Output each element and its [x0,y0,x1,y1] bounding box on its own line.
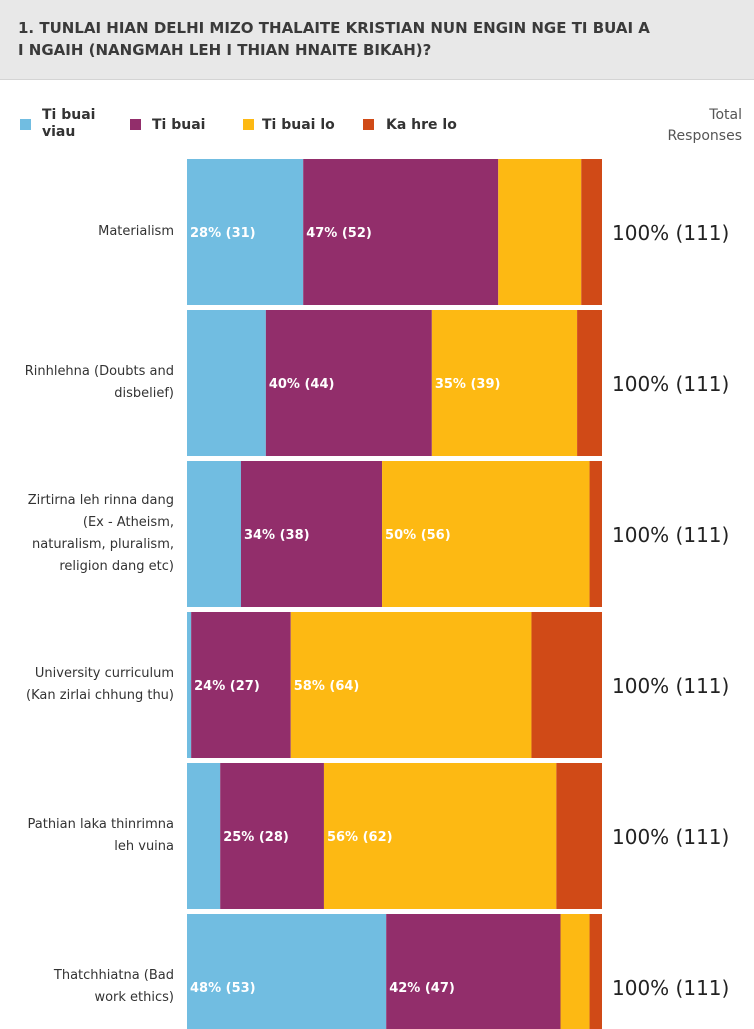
bar-segment [560,914,590,1029]
bar-segment [187,159,304,305]
total-label: 100% (111) [612,221,729,245]
legend-swatch [20,119,31,130]
data-label: 34% (38) [244,528,310,543]
bar-segment [323,763,557,909]
bar-segment [382,461,590,607]
data-label: 40% (44) [269,377,335,392]
total-label: 100% (111) [612,976,729,1000]
legend-swatch [243,119,254,130]
data-label: 28% (31) [190,226,256,241]
header: 1. TUNLAI HIAN DELHI MIZO THALAITE KRIST… [0,0,754,80]
data-label: 42% (47) [389,981,455,996]
bar-segment [265,310,432,456]
bar-segment [191,612,291,758]
category-label: Rinhlehna (Doubts and disbelief) [24,364,174,401]
legend-label: Ti buai viau [42,107,96,140]
category-label: Pathian laka thinrimna leh vuina [27,817,175,854]
bar-segment [581,159,602,305]
data-label: 48% (53) [190,981,256,996]
data-label: 47% (52) [306,226,372,241]
category-label: Zirtirna leh rinna dang (Ex - Atheism, n… [27,493,174,574]
bar-segment [240,461,383,607]
total-label: 100% (111) [612,674,729,698]
bar-segment [290,612,532,758]
bar-segment [187,310,266,456]
bar-segment [498,159,582,305]
category-label: Thatchhiatna (Bad work ethics) [53,968,174,1005]
legend-swatch [130,119,141,130]
total-label: 100% (111) [612,825,729,849]
bar-segment [589,914,602,1029]
legend-label: Ka hre lo [386,117,457,133]
data-label: 56% (62) [327,830,393,845]
data-label: 24% (27) [194,679,260,694]
data-label: 50% (56) [385,528,451,543]
legend-swatch [363,119,374,130]
bar-segment [589,461,602,607]
category-label: Materialism [98,224,174,239]
legend-label: Ti buai [152,117,206,133]
category-label: University curriculum (Kan zirlai chhung… [26,666,174,703]
bar-segment [531,612,602,758]
data-label: 35% (39) [435,377,501,392]
data-label: 25% (28) [223,830,289,845]
bar-segment [431,310,578,456]
data-label: 58% (64) [294,679,360,694]
total-label: 100% (111) [612,523,729,547]
bar-segment [556,763,602,909]
bar-segment [577,310,602,456]
legend-label: Ti buai lo [262,117,335,133]
bar-segment [303,159,499,305]
bar-segment [187,914,387,1029]
total-header: Total Responses [667,107,742,144]
bar-segment [187,763,221,909]
total-label: 100% (111) [612,372,729,396]
bar-segment [187,612,192,758]
chart-title: 1. TUNLAI HIAN DELHI MIZO THALAITE KRIST… [18,19,650,59]
bar-segment [220,763,324,909]
bar-segment [386,914,561,1029]
bar-segment [187,461,241,607]
